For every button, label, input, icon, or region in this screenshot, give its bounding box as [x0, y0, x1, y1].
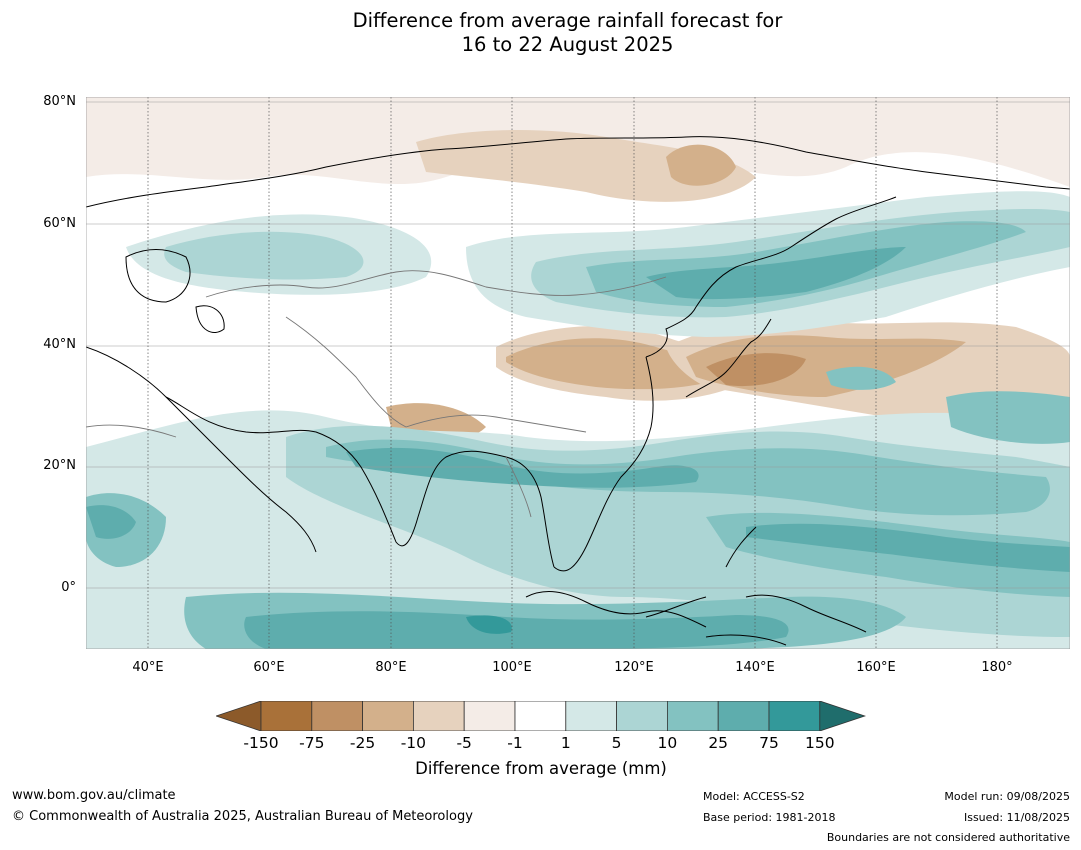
colorbar-cell	[717, 701, 770, 731]
map-canvas	[86, 97, 1070, 649]
colorbar-tick-label: -150	[243, 734, 279, 752]
lon-label-160e: 160°E	[856, 660, 896, 675]
footer-copyright: © Commonwealth of Australia 2025, Austra…	[12, 809, 473, 824]
footer-boundaries-note: Boundaries are not considered authoritat…	[826, 831, 1070, 844]
lon-label-100e: 100°E	[492, 660, 532, 675]
map-title: Difference from average rainfall forecas…	[0, 9, 1081, 57]
colorbar-tick-label: -10	[400, 734, 427, 752]
lon-label-120e: 120°E	[614, 660, 654, 675]
meridians	[147, 97, 998, 649]
colorbar-cell	[768, 701, 821, 731]
footer-model: Model: ACCESS-S2	[703, 790, 805, 803]
colorbar-tick-label: -1	[507, 734, 523, 752]
lat-label-60n: 60°N	[43, 216, 76, 231]
wet-anomaly-shading	[86, 191, 1070, 649]
colorbar-cell	[362, 701, 414, 731]
colorbar-cell	[565, 701, 617, 731]
colorbar-tick-label: 25	[708, 734, 729, 752]
graticule	[86, 101, 1070, 589]
lat-label-80n: 80°N	[43, 94, 76, 109]
colorbar-cell	[463, 701, 516, 731]
colorbar-tick-label: 10	[657, 734, 678, 752]
colorbar-cell	[666, 701, 719, 731]
colorbar-cell	[311, 701, 364, 731]
colorbar-tick-label: -25	[349, 734, 376, 752]
country-borders	[86, 270, 667, 518]
colorbar-tick-label: -5	[456, 734, 472, 752]
colorbar-tick-label: 5	[611, 734, 622, 752]
colorbar-tick-label: 1	[560, 734, 571, 752]
lat-label-0: 0°	[61, 580, 76, 595]
colorbar-cell	[616, 701, 668, 731]
lat-label-20n: 20°N	[43, 458, 76, 473]
lon-label-40e: 40°E	[132, 660, 164, 675]
lat-label-40n: 40°N	[43, 337, 76, 352]
lon-label-60e: 60°E	[253, 660, 285, 675]
forecast-map	[86, 97, 1070, 649]
lon-label-80e: 80°E	[375, 660, 407, 675]
colorbar-arrow-high	[819, 701, 866, 731]
lon-label-180: 180°	[981, 660, 1013, 675]
title-line-2: 16 to 22 August 2025	[461, 33, 674, 56]
footer-base-period: Base period: 1981-2018	[703, 811, 836, 824]
colorbar-title: Difference from average (mm)	[415, 759, 667, 778]
lon-label-140e: 140°E	[735, 660, 775, 675]
colorbar-cell	[412, 701, 465, 731]
colorbar-tick-label: 75	[759, 734, 779, 752]
colorbar-cell	[514, 701, 567, 731]
title-line-1: Difference from average rainfall forecas…	[352, 9, 783, 32]
colorbar-tick-label: 150	[805, 734, 835, 752]
colorbar-arrow-low	[216, 701, 262, 731]
colorbar-tick-label: -75	[299, 734, 325, 752]
colorbar	[216, 701, 866, 731]
footer-model-run: Model run: 09/08/2025	[944, 790, 1070, 803]
colorbar-cell	[260, 701, 313, 731]
footer-issued: Issued: 11/08/2025	[963, 811, 1070, 824]
coastlines	[86, 136, 1070, 646]
footer-website: www.bom.gov.au/climate	[12, 788, 176, 803]
